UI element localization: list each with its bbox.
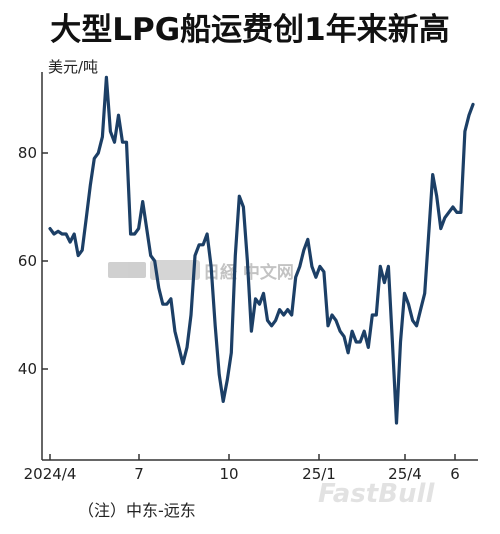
y-ticks: 40 60 80	[18, 144, 48, 378]
footnote: （注）中东-远东	[78, 501, 196, 520]
y-tick-label: 60	[18, 252, 37, 270]
x-tick-label: 25/1	[302, 465, 336, 483]
chart-title: 大型LPG船运费创1年来新高	[50, 12, 450, 48]
nikkei-watermark: 日経 中文网	[108, 260, 294, 283]
x-tick-label: 6	[450, 465, 460, 483]
y-tick-label: 80	[18, 144, 37, 162]
x-tick-label: 2024/4	[24, 465, 77, 483]
x-ticks: 2024/4 7 10 25/1 25/4 6	[24, 454, 460, 483]
y-tick-label: 40	[18, 360, 37, 378]
x-tick-label: 25/4	[388, 465, 422, 483]
fastbull-watermark: FastBull	[318, 479, 435, 509]
series-line	[48, 75, 475, 425]
watermark-text: FastBull	[318, 479, 435, 509]
x-tick-label: 7	[134, 465, 144, 483]
x-tick-label: 10	[219, 465, 238, 483]
y-axis-unit-label: 美元/吨	[48, 58, 99, 76]
series-layer	[48, 75, 475, 425]
